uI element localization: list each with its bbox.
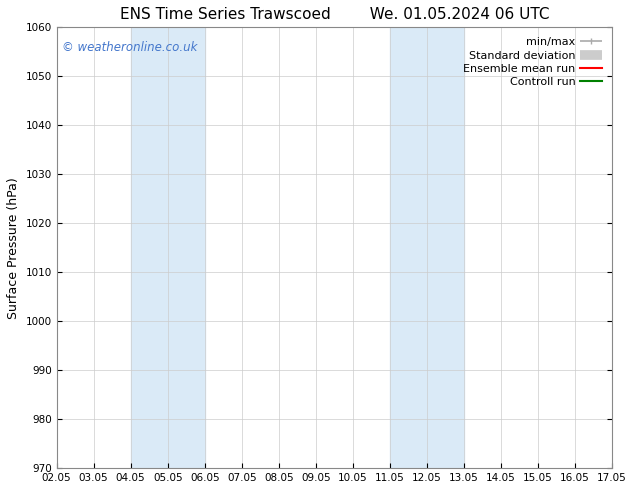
Bar <box>131 27 205 468</box>
Y-axis label: Surface Pressure (hPa): Surface Pressure (hPa) <box>7 177 20 318</box>
Bar <box>390 27 464 468</box>
Text: © weatheronline.co.uk: © weatheronline.co.uk <box>62 41 198 53</box>
Legend: min/max, Standard deviation, Ensemble mean run, Controll run: min/max, Standard deviation, Ensemble me… <box>459 33 607 92</box>
Title: ENS Time Series Trawscoed        We. 01.05.2024 06 UTC: ENS Time Series Trawscoed We. 01.05.2024… <box>120 7 549 22</box>
